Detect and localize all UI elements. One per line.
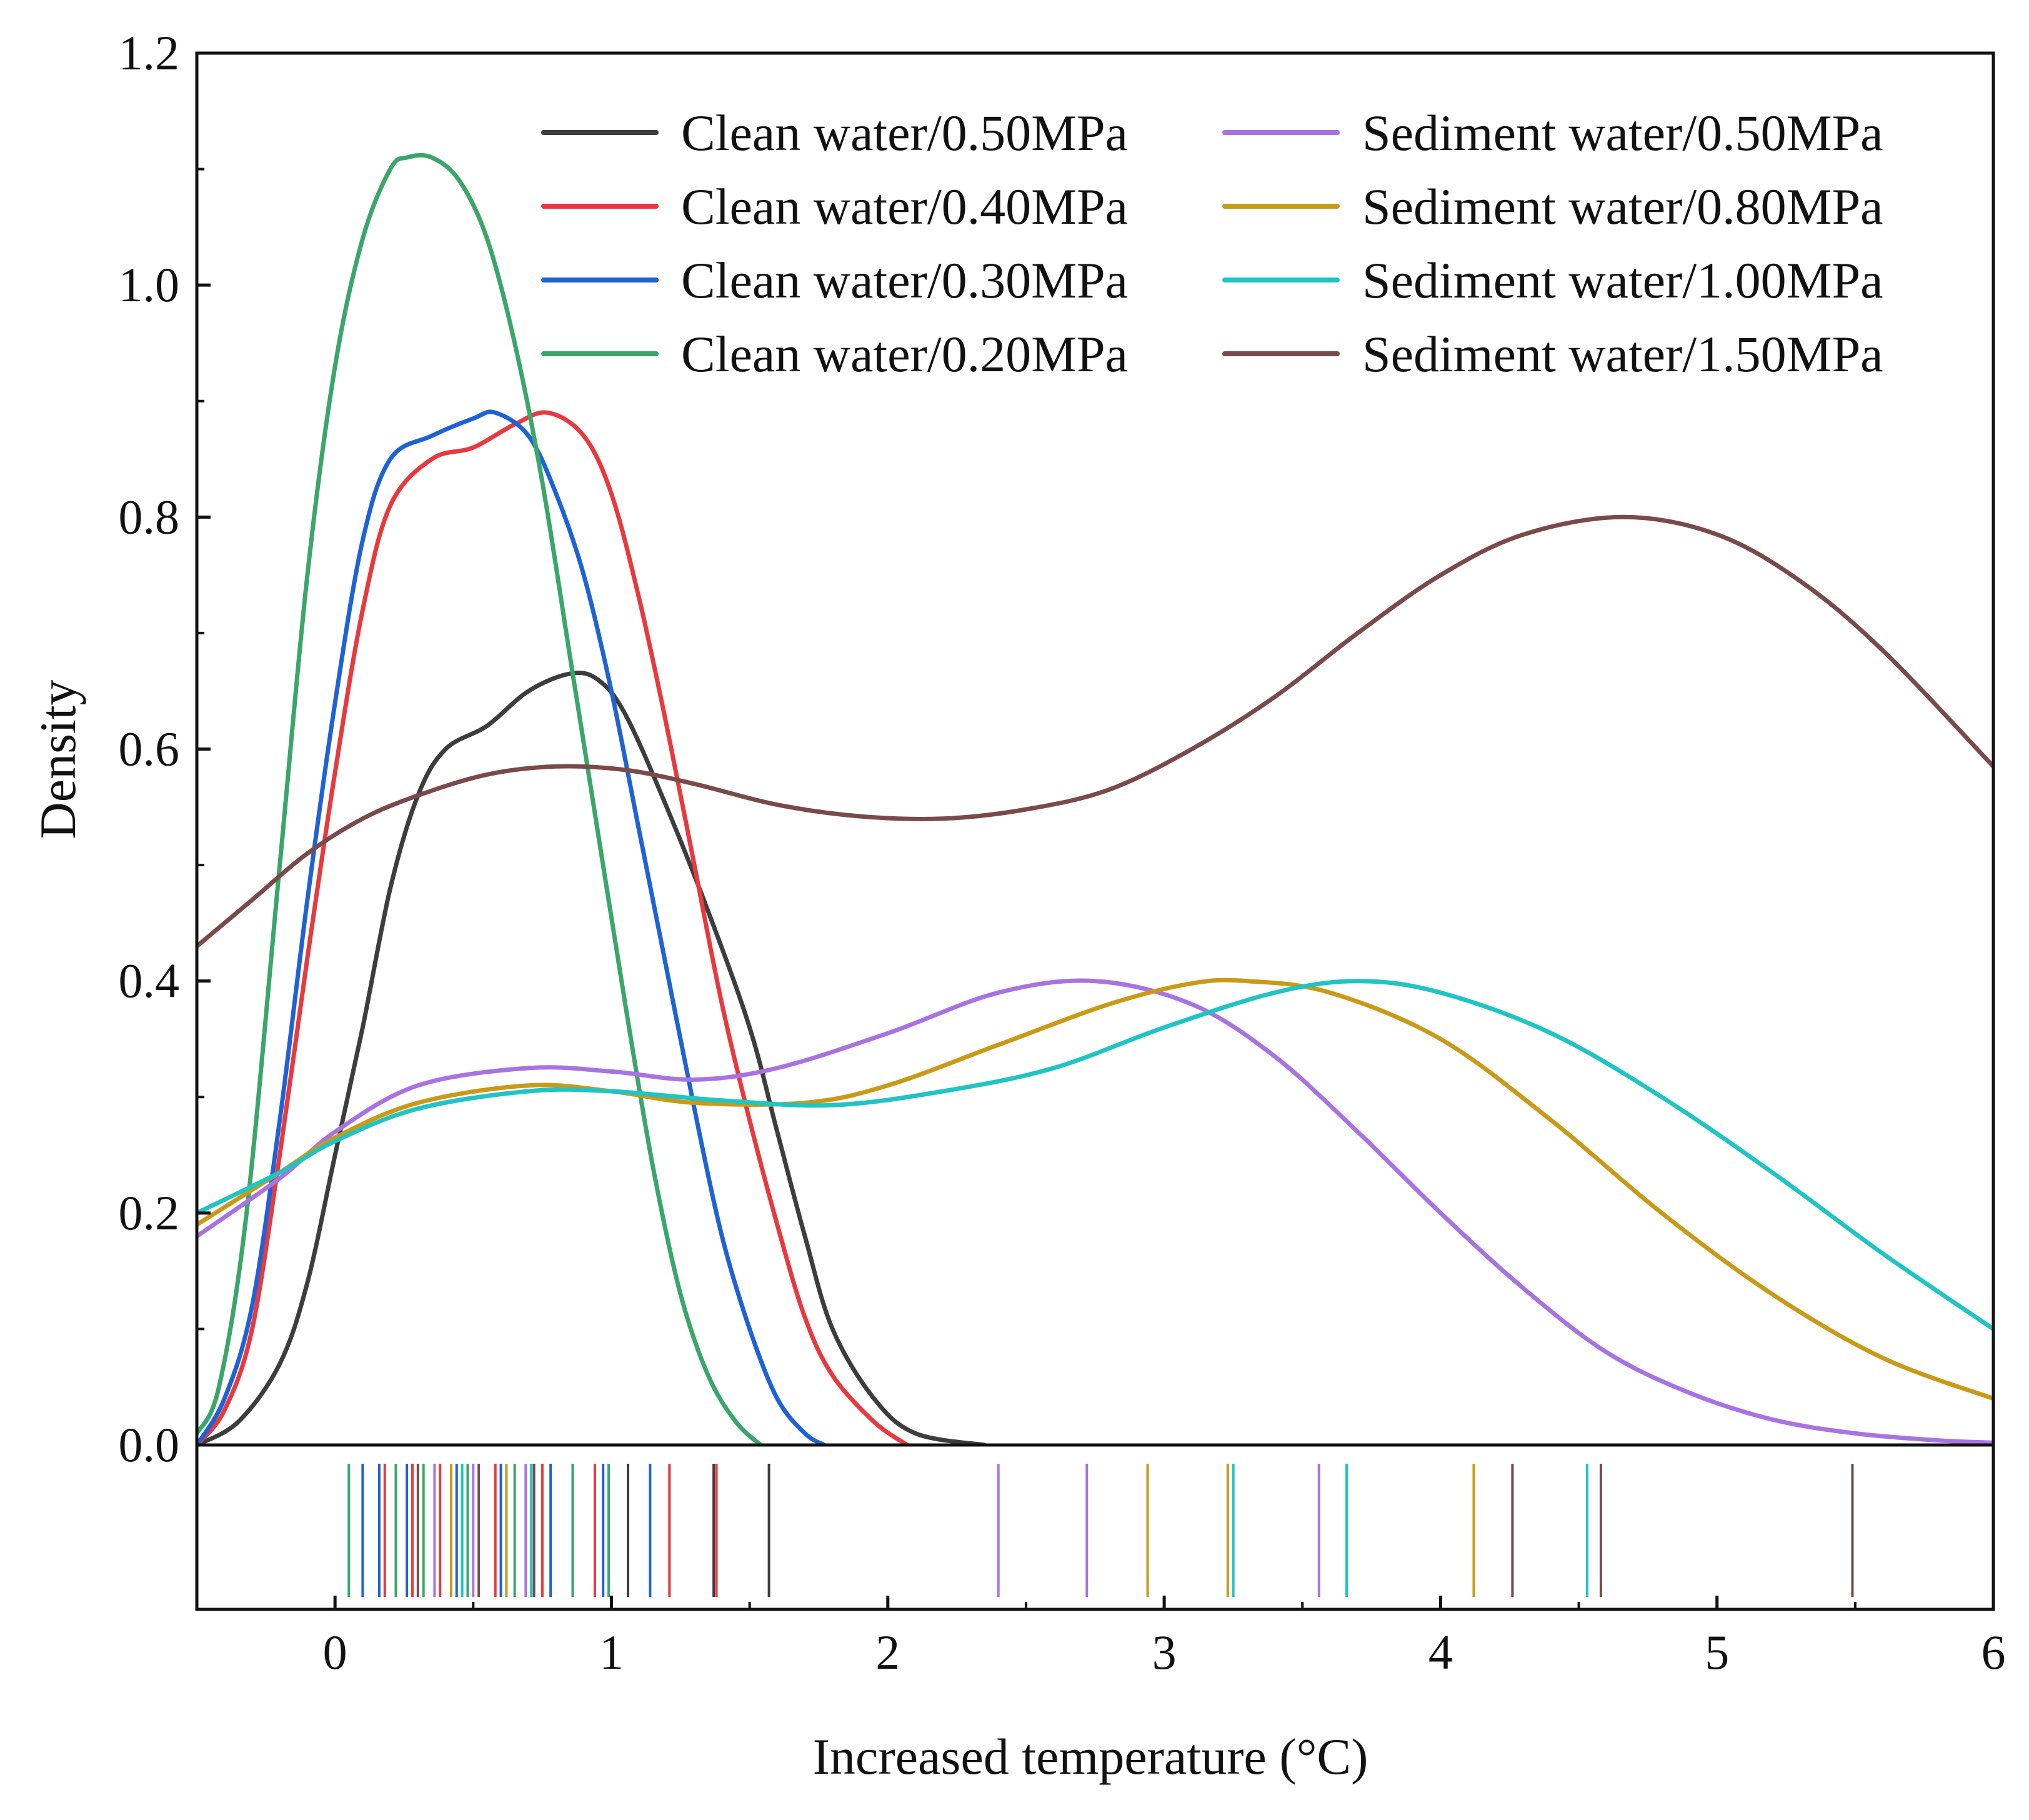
legend-item: Sediment water/1.00MPa bbox=[1222, 252, 1883, 309]
rug-frame bbox=[195, 1443, 1995, 1611]
x-axis-title: Increased temperature (°C) bbox=[813, 1728, 1368, 1785]
legend-label: Sediment water/1.50MPa bbox=[1362, 326, 1883, 382]
y-axis: 0.0 0.2 0.4 0.6 0.8 1.0 1.2 bbox=[119, 26, 211, 1472]
legend-item: Clean water/0.30MPa bbox=[541, 252, 1128, 309]
x-tick-label: 6 bbox=[1982, 1625, 2006, 1679]
density-panel bbox=[195, 51, 1995, 1447]
legend-label: Clean water/0.50MPa bbox=[681, 104, 1128, 161]
density-line-sediment-water-0-50mpa bbox=[197, 978, 1993, 1445]
y-axis-title: Density bbox=[29, 679, 86, 839]
x-tick-label: 3 bbox=[1152, 1625, 1177, 1679]
legend-item: Clean water/0.40MPa bbox=[541, 178, 1128, 235]
legend-label: Clean water/0.40MPa bbox=[681, 178, 1128, 235]
x-tick-label: 4 bbox=[1428, 1625, 1453, 1679]
y-tick-label: 1.0 bbox=[119, 258, 180, 312]
y-tick-label: 0.6 bbox=[119, 722, 180, 776]
x-tick-label: 0 bbox=[323, 1625, 347, 1679]
legend-item: Sediment water/1.50MPa bbox=[1222, 326, 1883, 382]
y-tick-label: 0.4 bbox=[119, 954, 180, 1008]
legend-label: Sediment water/1.00MPa bbox=[1362, 252, 1883, 309]
y-tick-label: 0.0 bbox=[119, 1418, 180, 1472]
y-tick-label: 0.8 bbox=[119, 489, 180, 544]
legend-label: Clean water/0.30MPa bbox=[681, 252, 1128, 309]
density-line-clean-water-0-30mpa bbox=[197, 409, 827, 1445]
density-line-sediment-water-1-00mpa bbox=[197, 979, 1993, 1331]
x-tick-label: 1 bbox=[599, 1625, 624, 1679]
legend-label: Sediment water/0.50MPa bbox=[1362, 104, 1883, 161]
y-tick-label: 0.2 bbox=[119, 1186, 180, 1240]
density-line-sediment-water-1-50mpa bbox=[197, 514, 1993, 949]
density-curves bbox=[197, 152, 1993, 1445]
rug-panel bbox=[195, 1443, 1995, 1611]
x-tick-label: 5 bbox=[1705, 1625, 1729, 1679]
legend: Clean water/0.50MPa Clean water/0.40MPa Cl… bbox=[541, 104, 1883, 382]
legend-item: Sediment water/0.50MPa bbox=[1222, 104, 1883, 161]
x-axis: 0 1 2 3 4 5 6 bbox=[196, 1596, 2006, 1679]
density-line-clean-water-0-20mpa bbox=[197, 152, 763, 1445]
density-line-clean-water-0-40mpa bbox=[197, 410, 910, 1445]
legend-item: Sediment water/0.80MPa bbox=[1222, 178, 1883, 235]
legend-item: Clean water/0.50MPa bbox=[541, 104, 1128, 161]
density-line-sediment-water-0-80mpa bbox=[197, 978, 1993, 1401]
legend-label: Sediment water/0.80MPa bbox=[1362, 178, 1883, 235]
x-tick-label: 2 bbox=[875, 1625, 900, 1679]
legend-item: Clean water/0.20MPa bbox=[541, 326, 1128, 382]
y-tick-label: 1.2 bbox=[119, 26, 180, 80]
legend-label: Clean water/0.20MPa bbox=[681, 326, 1128, 382]
